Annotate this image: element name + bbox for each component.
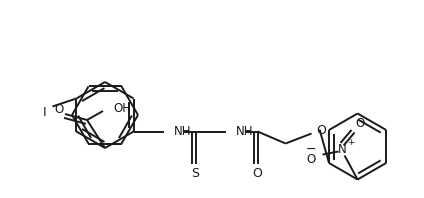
Text: N: N — [338, 143, 347, 156]
Text: NH: NH — [173, 125, 191, 138]
Text: OH: OH — [113, 102, 131, 114]
Text: O: O — [253, 167, 262, 180]
Text: I: I — [42, 106, 46, 119]
Text: O: O — [306, 153, 315, 166]
Text: O: O — [355, 117, 364, 130]
Text: S: S — [192, 167, 200, 180]
Text: O: O — [54, 103, 64, 115]
Text: +: + — [347, 138, 354, 147]
Text: O: O — [317, 124, 326, 137]
Text: −: − — [305, 143, 316, 156]
Text: NH: NH — [236, 125, 253, 138]
